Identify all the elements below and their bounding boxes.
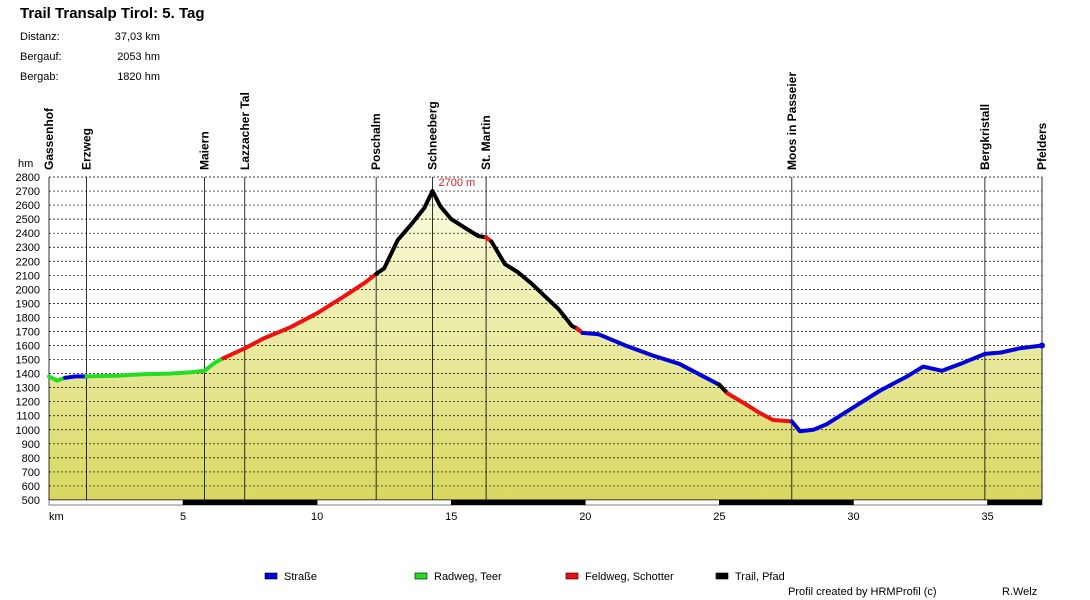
y-tick-label: 2100 [16, 270, 40, 282]
profile-segment-strasse [580, 330, 722, 387]
stat-label-ascent: Bergauf: [20, 51, 62, 63]
stat-value-ascent: 2053 hm [117, 51, 160, 63]
profile-segment-feldweg [221, 271, 379, 361]
legend-swatch-radweg [414, 572, 428, 580]
waypoint-label: Maiern [198, 131, 212, 170]
y-tick-label: 1400 [16, 369, 40, 381]
waypoint-label: Pfelders [1035, 122, 1049, 170]
y-tick-label: 2500 [16, 214, 40, 226]
y-tick-label: 500 [22, 495, 40, 507]
profile-segment-trail [489, 239, 580, 331]
legend-label-trail: Trail, Pfad [735, 571, 785, 583]
y-tick-label: 2400 [16, 228, 40, 240]
profile-segment-strasse [63, 374, 89, 380]
x-scale-bar [585, 499, 720, 506]
x-scale-bar [316, 499, 452, 506]
y-tick-label: 1800 [16, 312, 40, 324]
x-tick-label: 25 [713, 511, 725, 523]
waypoint-label: Lazzacher Tal [238, 92, 252, 170]
x-tick-label: 10 [311, 511, 323, 523]
page-title: Trail Transalp Tirol: 5. Tag [20, 5, 205, 22]
author-text: R.Welz [1002, 586, 1038, 598]
y-tick-label: 2800 [16, 172, 40, 184]
stat-label-distance: Distanz: [20, 31, 60, 43]
legend-swatch-strasse [264, 572, 278, 580]
y-tick-label: 1900 [16, 298, 40, 310]
x-tick-label: 30 [847, 511, 859, 523]
y-tick-label: 1300 [16, 383, 40, 395]
legend-label-radweg: Radweg, Teer [434, 571, 502, 583]
waypoint-label: St. Martin [479, 115, 493, 170]
y-tick-label: 1700 [16, 326, 40, 338]
legend-label-feldweg: Feldweg, Schotter [585, 571, 674, 583]
x-tick-label: 20 [579, 511, 591, 523]
y-tick-label: 900 [22, 439, 40, 451]
legend-label-strasse: Straße [284, 571, 317, 583]
x-axis-label: km [49, 511, 64, 523]
x-tick-label: 35 [981, 511, 993, 523]
y-tick-label: 1100 [16, 411, 40, 423]
stat-label-descent: Bergab: [20, 71, 59, 83]
waypoint-label: Moos in Passeier [785, 72, 799, 170]
x-scale-bar [853, 499, 988, 506]
x-scale-bar [182, 499, 318, 506]
profile-segment-trail [374, 189, 489, 276]
stat-value-descent: 1820 hm [117, 71, 160, 83]
y-tick-label: 1200 [16, 397, 40, 409]
x-scale-bar [719, 499, 854, 506]
y-tick-label: 1000 [16, 425, 40, 437]
y-tick-label: 2700 [16, 186, 40, 198]
profile-end-marker [1039, 342, 1045, 349]
waypoint-label: Schneeberg [425, 101, 439, 170]
x-tick-label: 5 [180, 511, 186, 523]
x-tick-label: 15 [445, 511, 457, 523]
y-tick-label: 2600 [16, 200, 40, 212]
profile-segment-radweg [47, 374, 68, 383]
y-tick-label: 700 [22, 467, 40, 479]
y-tick-label: 1600 [16, 341, 40, 353]
legend-swatch-trail [715, 572, 729, 580]
y-tick-label: 2300 [16, 242, 40, 254]
y-tick-label: 600 [22, 481, 40, 493]
stat-value-distance: 37,03 km [114, 31, 160, 43]
profile-segment-feldweg [725, 391, 794, 424]
waypoint-label: Bergkristall [978, 104, 992, 170]
waypoint-label: Erzweg [80, 128, 94, 170]
y-tick-label: 1500 [16, 355, 40, 367]
credit-text: Profil created by HRMProfil (c) [788, 586, 937, 598]
profile-segment-radweg [84, 356, 226, 379]
y-tick-label: 2000 [16, 284, 40, 296]
y-tick-label: 800 [22, 453, 40, 465]
y-tick-label: 2200 [16, 256, 40, 268]
x-scale-bar [48, 499, 184, 506]
x-scale-bar [987, 499, 1043, 506]
waypoint-label: Poschalm [369, 113, 383, 170]
peak-annotation: 2700 m [438, 177, 475, 189]
y-axis-label: hm [18, 158, 33, 170]
profile-segment-strasse [789, 343, 1044, 434]
x-scale-bar [450, 499, 586, 506]
waypoint-label: Gassenhof [42, 107, 56, 170]
legend-swatch-feldweg [565, 572, 579, 580]
